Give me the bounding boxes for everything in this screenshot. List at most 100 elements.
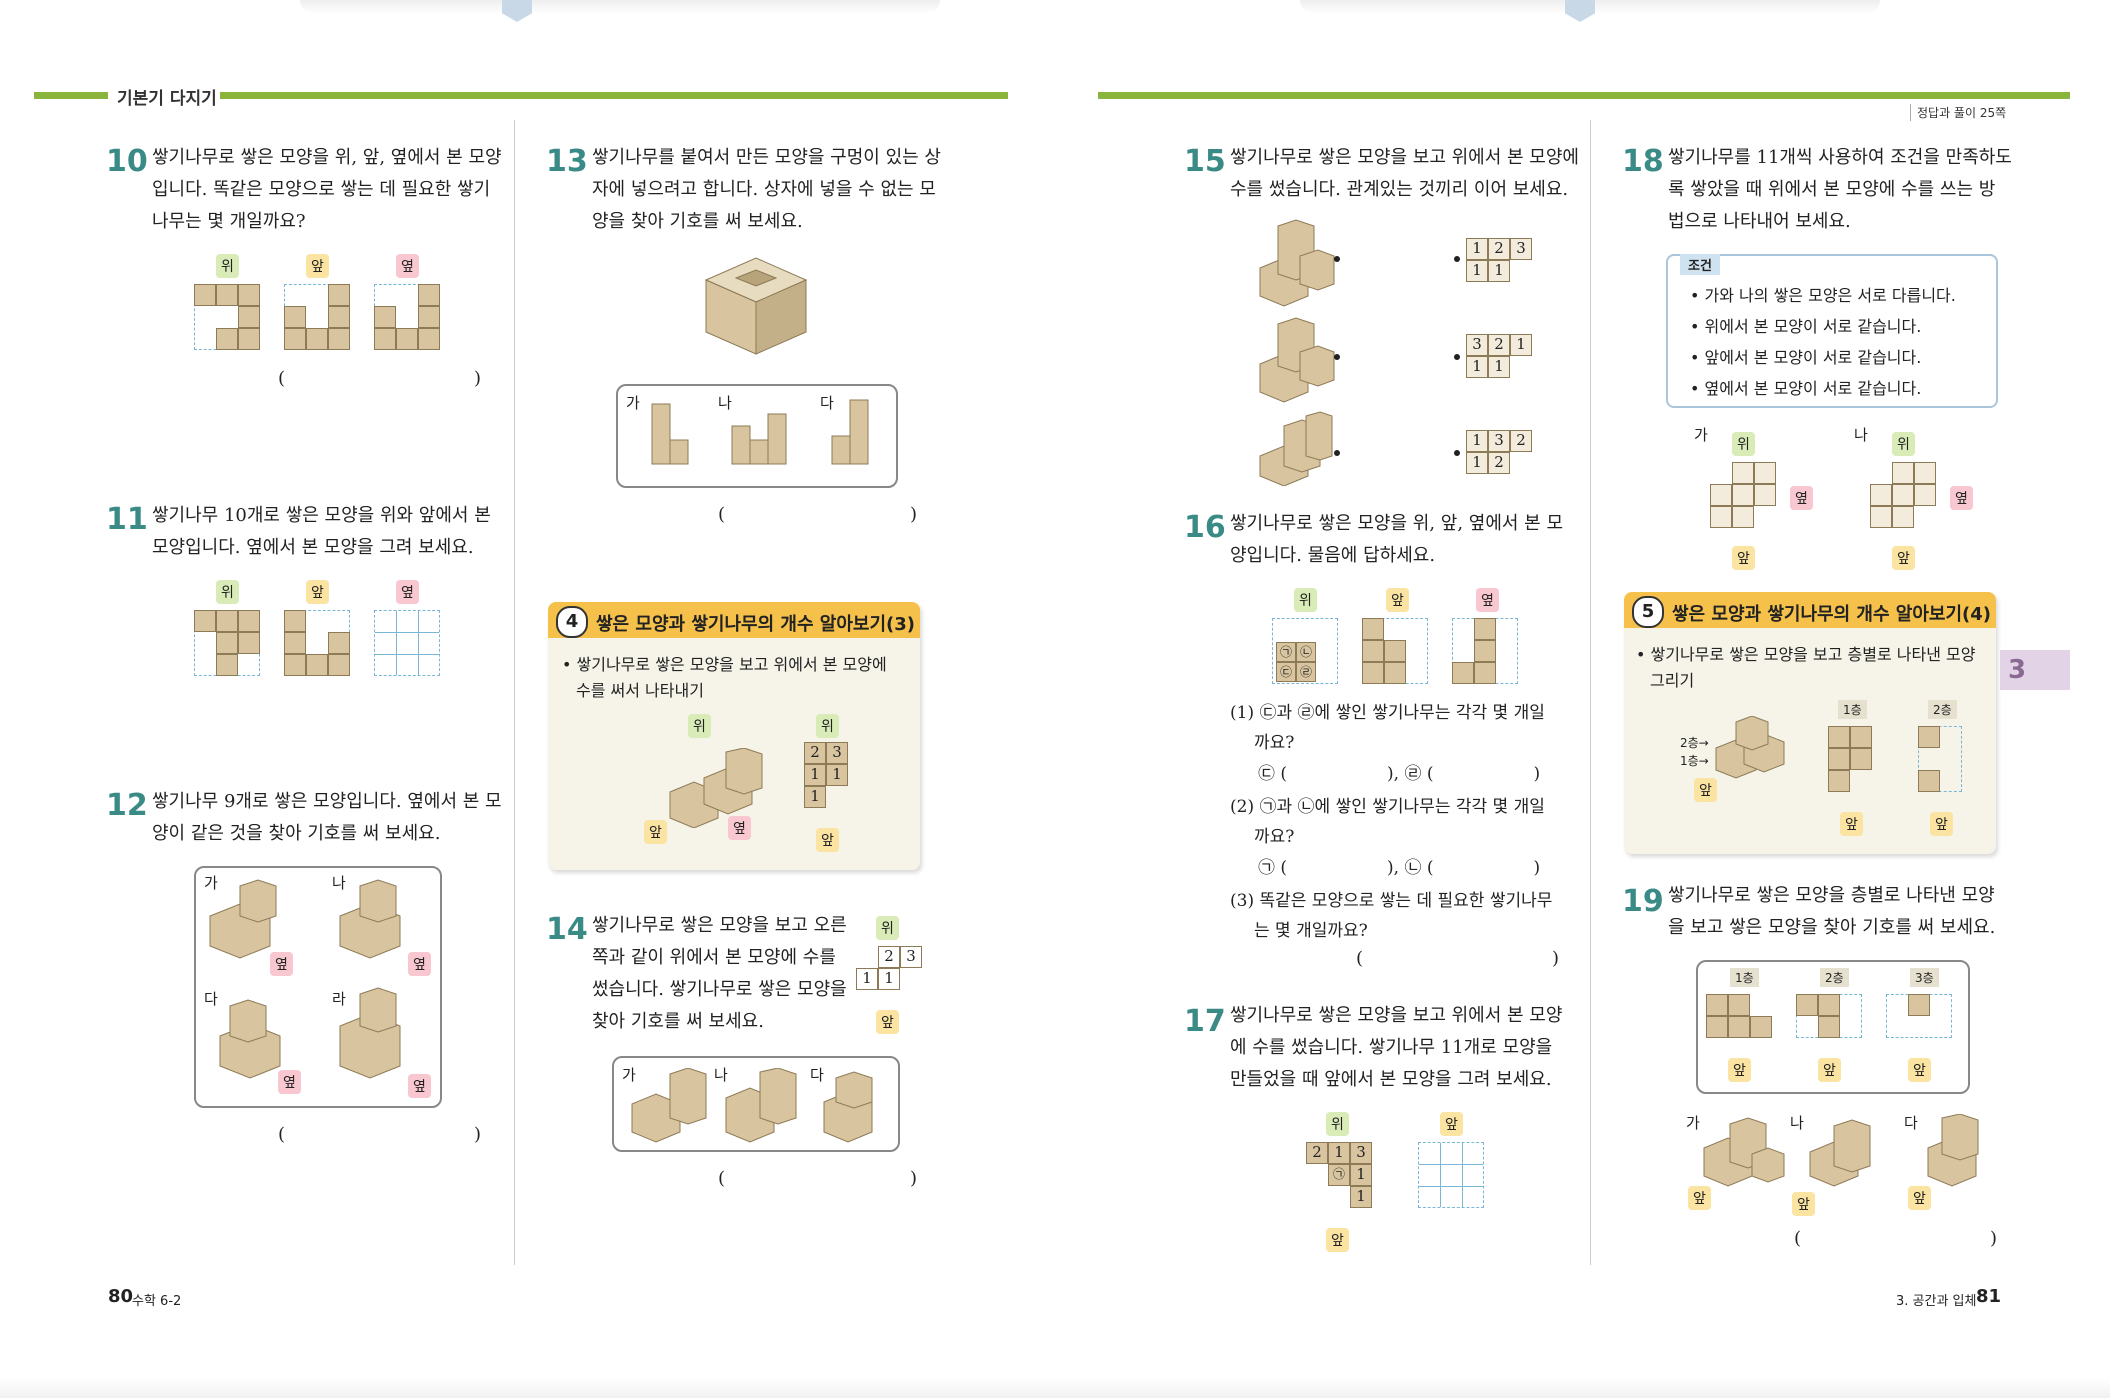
q10-view-front: [284, 284, 350, 350]
q12-cubes-illustration: [209, 879, 401, 1079]
q11-number: 11: [106, 502, 148, 537]
q15-left-dot-1[interactable]: [1334, 256, 1340, 262]
bookmark-right: [1565, 0, 1595, 22]
q10-view-top: [194, 284, 260, 350]
q14-answer-close[interactable]: ): [910, 1168, 918, 1189]
q11-answer-grid[interactable]: [374, 610, 440, 676]
q18-condition-label: 조건: [1680, 254, 1720, 275]
concept4-label-front: 앞: [644, 820, 667, 844]
q14-label-front: 앞: [876, 1010, 899, 1034]
q15-left-dot-2[interactable]: [1334, 354, 1340, 360]
q16-sub1-answers[interactable]: ㉢ (), ㉣ (): [1258, 764, 1541, 784]
q12-choice-da-label[interactable]: 다: [204, 990, 218, 1008]
q18-na-label-top: 위: [1892, 432, 1915, 456]
q13-answer-close[interactable]: ): [910, 504, 918, 525]
q18-number: 18: [1622, 144, 1664, 179]
q19-cube-shapes: [1703, 1114, 1979, 1187]
q11-view-front: [284, 610, 350, 676]
q13-choice-na-label[interactable]: 나: [718, 394, 732, 412]
q18-conditions: • 가와 나의 쌓은 모양은 서로 다릅니다. • 위에서 본 모양이 서로 같습…: [1690, 286, 1956, 398]
q14-cube-shapes: [631, 1068, 873, 1143]
q16-text: 쌓기나무로 쌓은 모양을 위, 앞, 옆에서 본 모 양입니다. 물음에 답하세요…: [1230, 513, 1564, 566]
q14-choice-na-label[interactable]: 나: [714, 1066, 728, 1084]
q18-na-label: 나: [1854, 426, 1868, 444]
q16-sub2-answers[interactable]: ㉠ (), ㉡ (): [1258, 858, 1541, 878]
right-page-number: 81: [1976, 1286, 2002, 1307]
concept4-grid-label-top: 위: [816, 714, 839, 738]
q11-label-front: 앞: [306, 580, 329, 604]
q13-cube-shapes: [651, 399, 869, 465]
q12-choice-na-label[interactable]: 나: [332, 874, 346, 892]
concept5-floor1-pointer: 1층→: [1680, 754, 1709, 768]
q16-view-front: [1362, 618, 1428, 684]
q15-text: 쌓기나무로 쌓은 모양을 보고 위에서 본 모양에 수를 썼습니다. 관계있는 것…: [1230, 147, 1579, 200]
q12-answer-close[interactable]: ): [474, 1124, 482, 1145]
concept4-number: 4: [556, 606, 588, 638]
q10-text: 쌓기나무로 쌓은 모양을 위, 앞, 옆에서 본 모양 입니다. 똑같은 모양으로…: [152, 147, 502, 232]
q15-right-dot-2[interactable]: [1454, 354, 1460, 360]
q10-answer-close[interactable]: ): [474, 368, 482, 389]
page-bottom-edge: [0, 1378, 2110, 1398]
q15-right-dot-1[interactable]: [1454, 256, 1460, 262]
q13-choice-ga-label[interactable]: 가: [626, 394, 640, 412]
q13-choice-da-label[interactable]: 다: [820, 394, 834, 412]
q10-number: 10: [106, 144, 148, 179]
q11-text: 쌓기나무 10개로 쌓은 모양을 위와 앞에서 본 모양입니다. 옆에서 본 모양…: [152, 505, 491, 558]
q14-choice-da-label[interactable]: 다: [810, 1066, 824, 1084]
q15-number: 15: [1184, 144, 1226, 179]
divider-left: [514, 120, 515, 1265]
q17-label-top: 위: [1326, 1112, 1349, 1136]
concept5-floor2-label: 2층: [1928, 700, 1957, 719]
q19-floor2-front: 앞: [1818, 1058, 1841, 1082]
q18-na-label-side: 옆: [1950, 486, 1973, 510]
q10-answer-open[interactable]: (: [278, 368, 286, 389]
q16-sub3-answer-open[interactable]: (: [1356, 948, 1364, 969]
concept5-floor2-pointer: 2층→: [1680, 736, 1709, 750]
right-chapter-title: 3. 공간과 입체: [1896, 1294, 1977, 1309]
q14-text: 쌓기나무로 쌓은 모양을 보고 오른 쪽과 같이 위에서 본 모양에 수를 썼습니다…: [592, 915, 847, 1032]
q16-sub1: (1) ㉢과 ㉣에 쌓인 쌓기나무는 각각 몇 개일 까요?: [1230, 703, 1545, 753]
q10-label-side: 옆: [396, 254, 419, 278]
q15-right-dot-3[interactable]: [1454, 450, 1460, 456]
q19-answer-close[interactable]: ): [1990, 1228, 1998, 1249]
q19-choice-ga-label[interactable]: 가: [1686, 1114, 1700, 1132]
q19-answer-open[interactable]: (: [1794, 1228, 1802, 1249]
q16-view-side: [1452, 618, 1518, 684]
q18-ga-label-front: 앞: [1732, 546, 1755, 570]
q19-number: 19: [1622, 884, 1664, 919]
q14-answer-open[interactable]: (: [718, 1168, 726, 1189]
q18-ga-label-side: 옆: [1790, 486, 1813, 510]
bookmark-left: [502, 0, 532, 22]
q19-na-front: 앞: [1792, 1192, 1815, 1216]
q12-choice-ra-label[interactable]: 라: [332, 990, 346, 1008]
left-page-number: 80: [108, 1286, 134, 1307]
q10-label-top: 위: [216, 254, 239, 278]
q16-label-top: 위: [1294, 588, 1317, 612]
q14-choice-ga-label[interactable]: 가: [622, 1066, 636, 1084]
q12-answer-open[interactable]: (: [278, 1124, 286, 1145]
q15-left-dot-3[interactable]: [1334, 450, 1340, 456]
q18-na-label-front: 앞: [1892, 546, 1915, 570]
q12-choice-ga-label[interactable]: 가: [204, 874, 218, 892]
header-bar-right: [1098, 92, 2070, 99]
q12-da-side-label: 옆: [278, 1070, 301, 1094]
concept5-cubes: [1715, 716, 1785, 779]
q19-choice-na-label[interactable]: 나: [1790, 1114, 1804, 1132]
answer-ref: 정답과 풀이 25쪽: [1910, 104, 2006, 121]
q16-sub3: (3) 똑같은 모양으로 쌓는 데 필요한 쌓기나무 는 몇 개일까요?: [1230, 891, 1553, 941]
q19-floor3-grid: [1886, 994, 1952, 1038]
concept4-bullet: • 쌓기나무로 쌓은 모양을 보고 위에서 본 모양에 수를 써서 나타내기: [562, 655, 887, 700]
q16-sub3-answer-close[interactable]: ): [1552, 948, 1560, 969]
concept5-floor1-label: 1층: [1838, 700, 1867, 719]
q19-choice-da-label[interactable]: 다: [1904, 1114, 1918, 1132]
q16-view-top: ㉠ ㉡ ㉢ ㉣: [1272, 618, 1338, 684]
concept5-header: [1624, 592, 1996, 628]
q16-number: 16: [1184, 510, 1226, 545]
q19-floor3-label: 3층: [1910, 968, 1939, 987]
q17-answer-grid[interactable]: [1418, 1142, 1484, 1208]
q15-cube-shapes: [1259, 219, 1335, 486]
q11-label-side: 옆: [396, 580, 419, 604]
concept5-label-front: 앞: [1694, 778, 1717, 802]
q13-answer-open[interactable]: (: [718, 504, 726, 525]
concept4-label-top: 위: [688, 714, 711, 738]
